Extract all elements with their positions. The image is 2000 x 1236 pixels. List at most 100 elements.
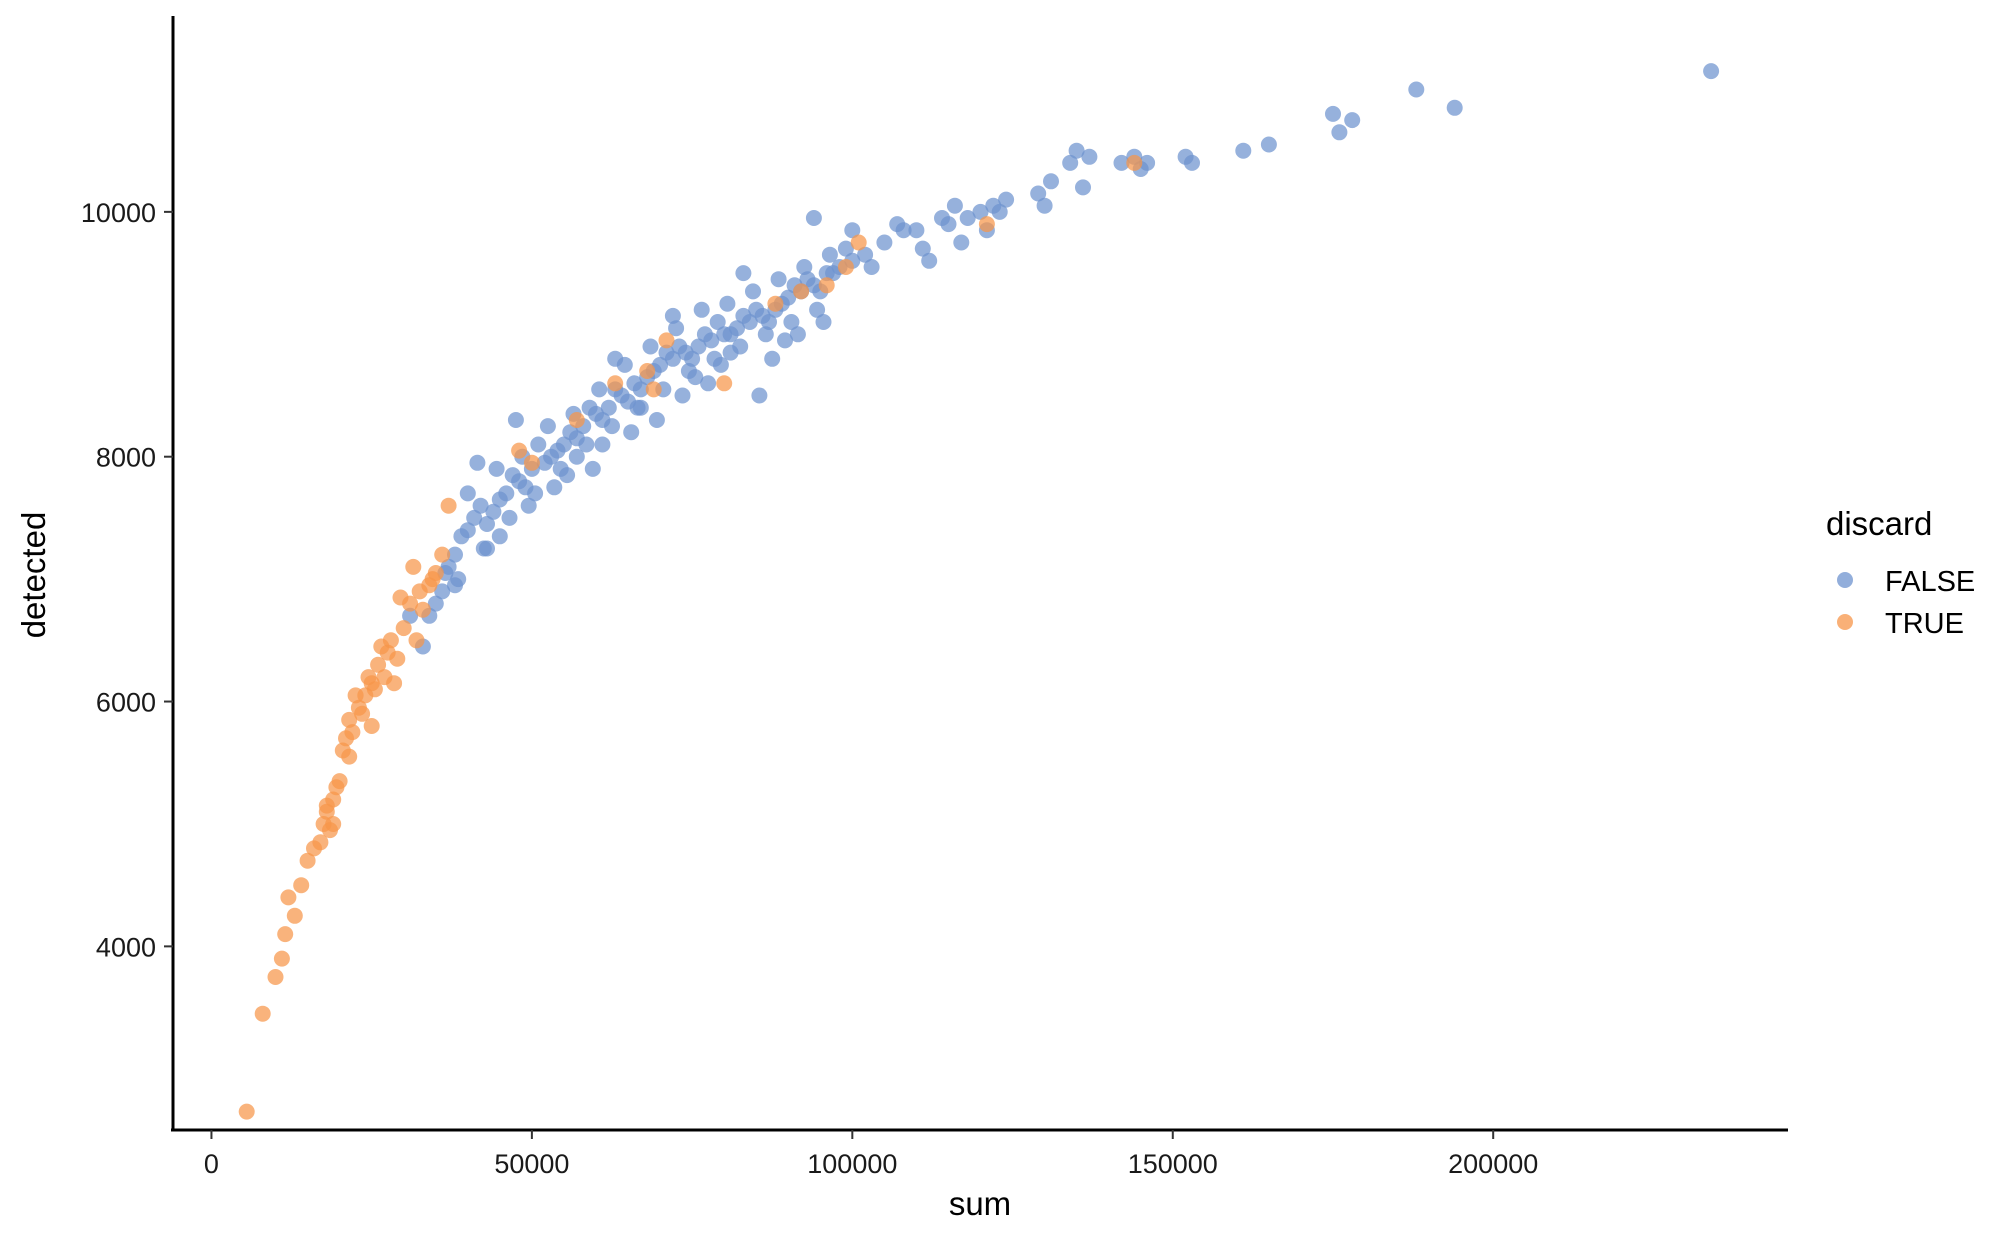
point-true (568, 412, 585, 428)
point-false (507, 412, 524, 428)
point-false (684, 350, 701, 367)
x-tick-label: 150000 (1128, 1149, 1218, 1179)
point-true (395, 620, 412, 637)
point-false (632, 381, 649, 398)
x-tick-label: 200000 (1448, 1149, 1538, 1179)
point-true (411, 583, 428, 600)
point-false (687, 369, 704, 386)
point-false (796, 259, 813, 275)
point-true (658, 332, 675, 349)
point-false (940, 216, 957, 233)
point-false (693, 301, 710, 318)
point-true (408, 632, 425, 649)
point-false (690, 338, 707, 355)
point-true (354, 705, 371, 722)
point-false (1703, 63, 1720, 80)
point-false (751, 387, 768, 404)
y-axis-ticks: 4000 6000 8000 10000 (81, 198, 173, 962)
point-true (325, 791, 342, 808)
point-false (735, 265, 752, 282)
point-false (1030, 185, 1047, 202)
point-true (254, 1005, 271, 1022)
point-true (363, 675, 380, 692)
point-false (584, 460, 601, 477)
point-true (331, 773, 348, 790)
point-false (642, 338, 659, 355)
x-axis-title: sum (949, 1185, 1011, 1222)
point-false (479, 540, 495, 557)
point-false (539, 418, 556, 435)
point-false (568, 448, 585, 465)
point-true (312, 834, 329, 851)
point-false (799, 271, 816, 288)
point-false (1235, 142, 1252, 159)
point-false (735, 307, 752, 324)
point-true (347, 687, 364, 704)
legend-key-false (1837, 572, 1853, 588)
point-false (402, 607, 419, 624)
point-false (972, 203, 989, 220)
point-false (427, 595, 444, 612)
point-false (600, 399, 617, 416)
point-false (914, 240, 931, 257)
point-false (488, 460, 505, 477)
point-true (373, 638, 390, 655)
point-false (1081, 148, 1098, 165)
point-true (818, 277, 835, 294)
point-false (946, 197, 963, 214)
point-false (504, 467, 521, 484)
point-false (1408, 81, 1425, 98)
point-false (1325, 105, 1341, 122)
point-false (809, 301, 826, 318)
point-true (424, 571, 441, 588)
y-tick-label: 10000 (81, 198, 156, 228)
point-false (632, 399, 649, 416)
point-false (479, 516, 495, 532)
point-false (434, 583, 451, 600)
point-false (1139, 154, 1156, 171)
x-tick-label: 50000 (494, 1149, 569, 1179)
point-false (821, 246, 838, 263)
point-false (789, 326, 806, 343)
point-false (696, 326, 713, 343)
point-false (1062, 154, 1079, 171)
point-true (363, 718, 380, 734)
point-false (748, 301, 765, 318)
point-false (722, 344, 739, 361)
point-true (414, 601, 431, 618)
point-true (434, 546, 451, 563)
y-tick-label: 6000 (96, 688, 156, 718)
point-false (953, 234, 970, 251)
point-true (850, 234, 867, 251)
point-false (664, 307, 681, 324)
point-false (472, 497, 489, 514)
point-true (325, 816, 342, 832)
point-true (645, 381, 662, 398)
point-false (671, 338, 688, 355)
point-false (959, 210, 976, 226)
point-false (998, 191, 1015, 208)
point-false (837, 240, 854, 257)
point-false (991, 203, 1008, 220)
point-false (469, 454, 486, 471)
point-false (491, 528, 508, 545)
point-true (793, 283, 810, 300)
point-false (530, 436, 547, 453)
point-false (1075, 179, 1091, 196)
point-false (777, 332, 793, 349)
x-axis-ticks: 0 50000 100000 150000 200000 (204, 1130, 1538, 1179)
point-false (770, 271, 787, 288)
point-false (604, 418, 620, 435)
point-true (318, 803, 335, 820)
point-true (277, 926, 294, 943)
point-false (594, 436, 611, 453)
point-false (447, 577, 463, 594)
point-true (607, 375, 624, 392)
point-false (668, 320, 685, 337)
point-true (341, 748, 358, 765)
legend-title: discard (1826, 505, 1932, 542)
point-false (876, 234, 893, 251)
x-tick-label: 100000 (807, 1149, 897, 1179)
point-false (459, 485, 476, 502)
